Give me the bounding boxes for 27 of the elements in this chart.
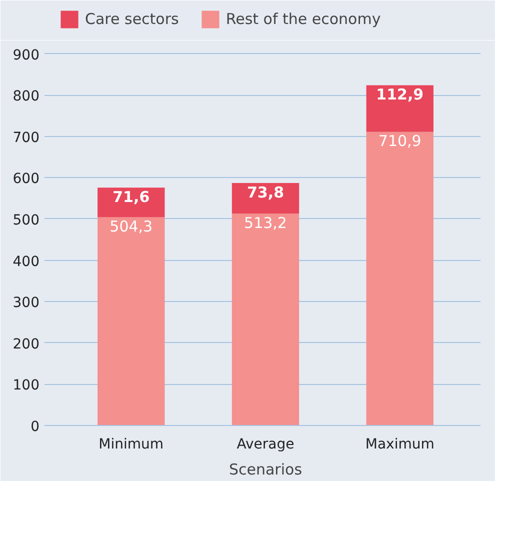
x-tick-label: Average [236,436,294,452]
bar [98,217,165,426]
y-tick-label: 700 [12,130,40,146]
data-label: 73,8 [246,183,284,202]
data-label: 112,9 [376,86,424,104]
y-tick-label: 800 [12,88,40,105]
data-label: 71,6 [112,188,150,206]
legend-label: Care sectors [85,10,179,28]
x-axis-title: Scenarios [228,460,302,478]
bar [232,214,300,426]
y-tick-label: 400 [12,254,40,270]
y-tick-label: 900 [12,47,40,64]
y-tick-label: 0 [30,419,40,435]
x-tick-label: Minimum [98,436,164,452]
y-tick-label: 600 [12,171,40,188]
y-tick-label: 200 [12,336,40,352]
y-tick-label: 500 [12,212,40,228]
x-tick-label: Maximum [365,436,434,452]
bar [98,188,165,218]
bar [366,85,434,132]
data-label: 504,3 [110,218,153,236]
legend-label: Rest of the economy [226,10,381,28]
bar [366,132,434,426]
data-label: 710,9 [378,132,422,150]
y-tick-label: 300 [12,295,40,312]
y-tick-label: 100 [12,378,40,394]
data-label: 513,2 [244,214,287,232]
